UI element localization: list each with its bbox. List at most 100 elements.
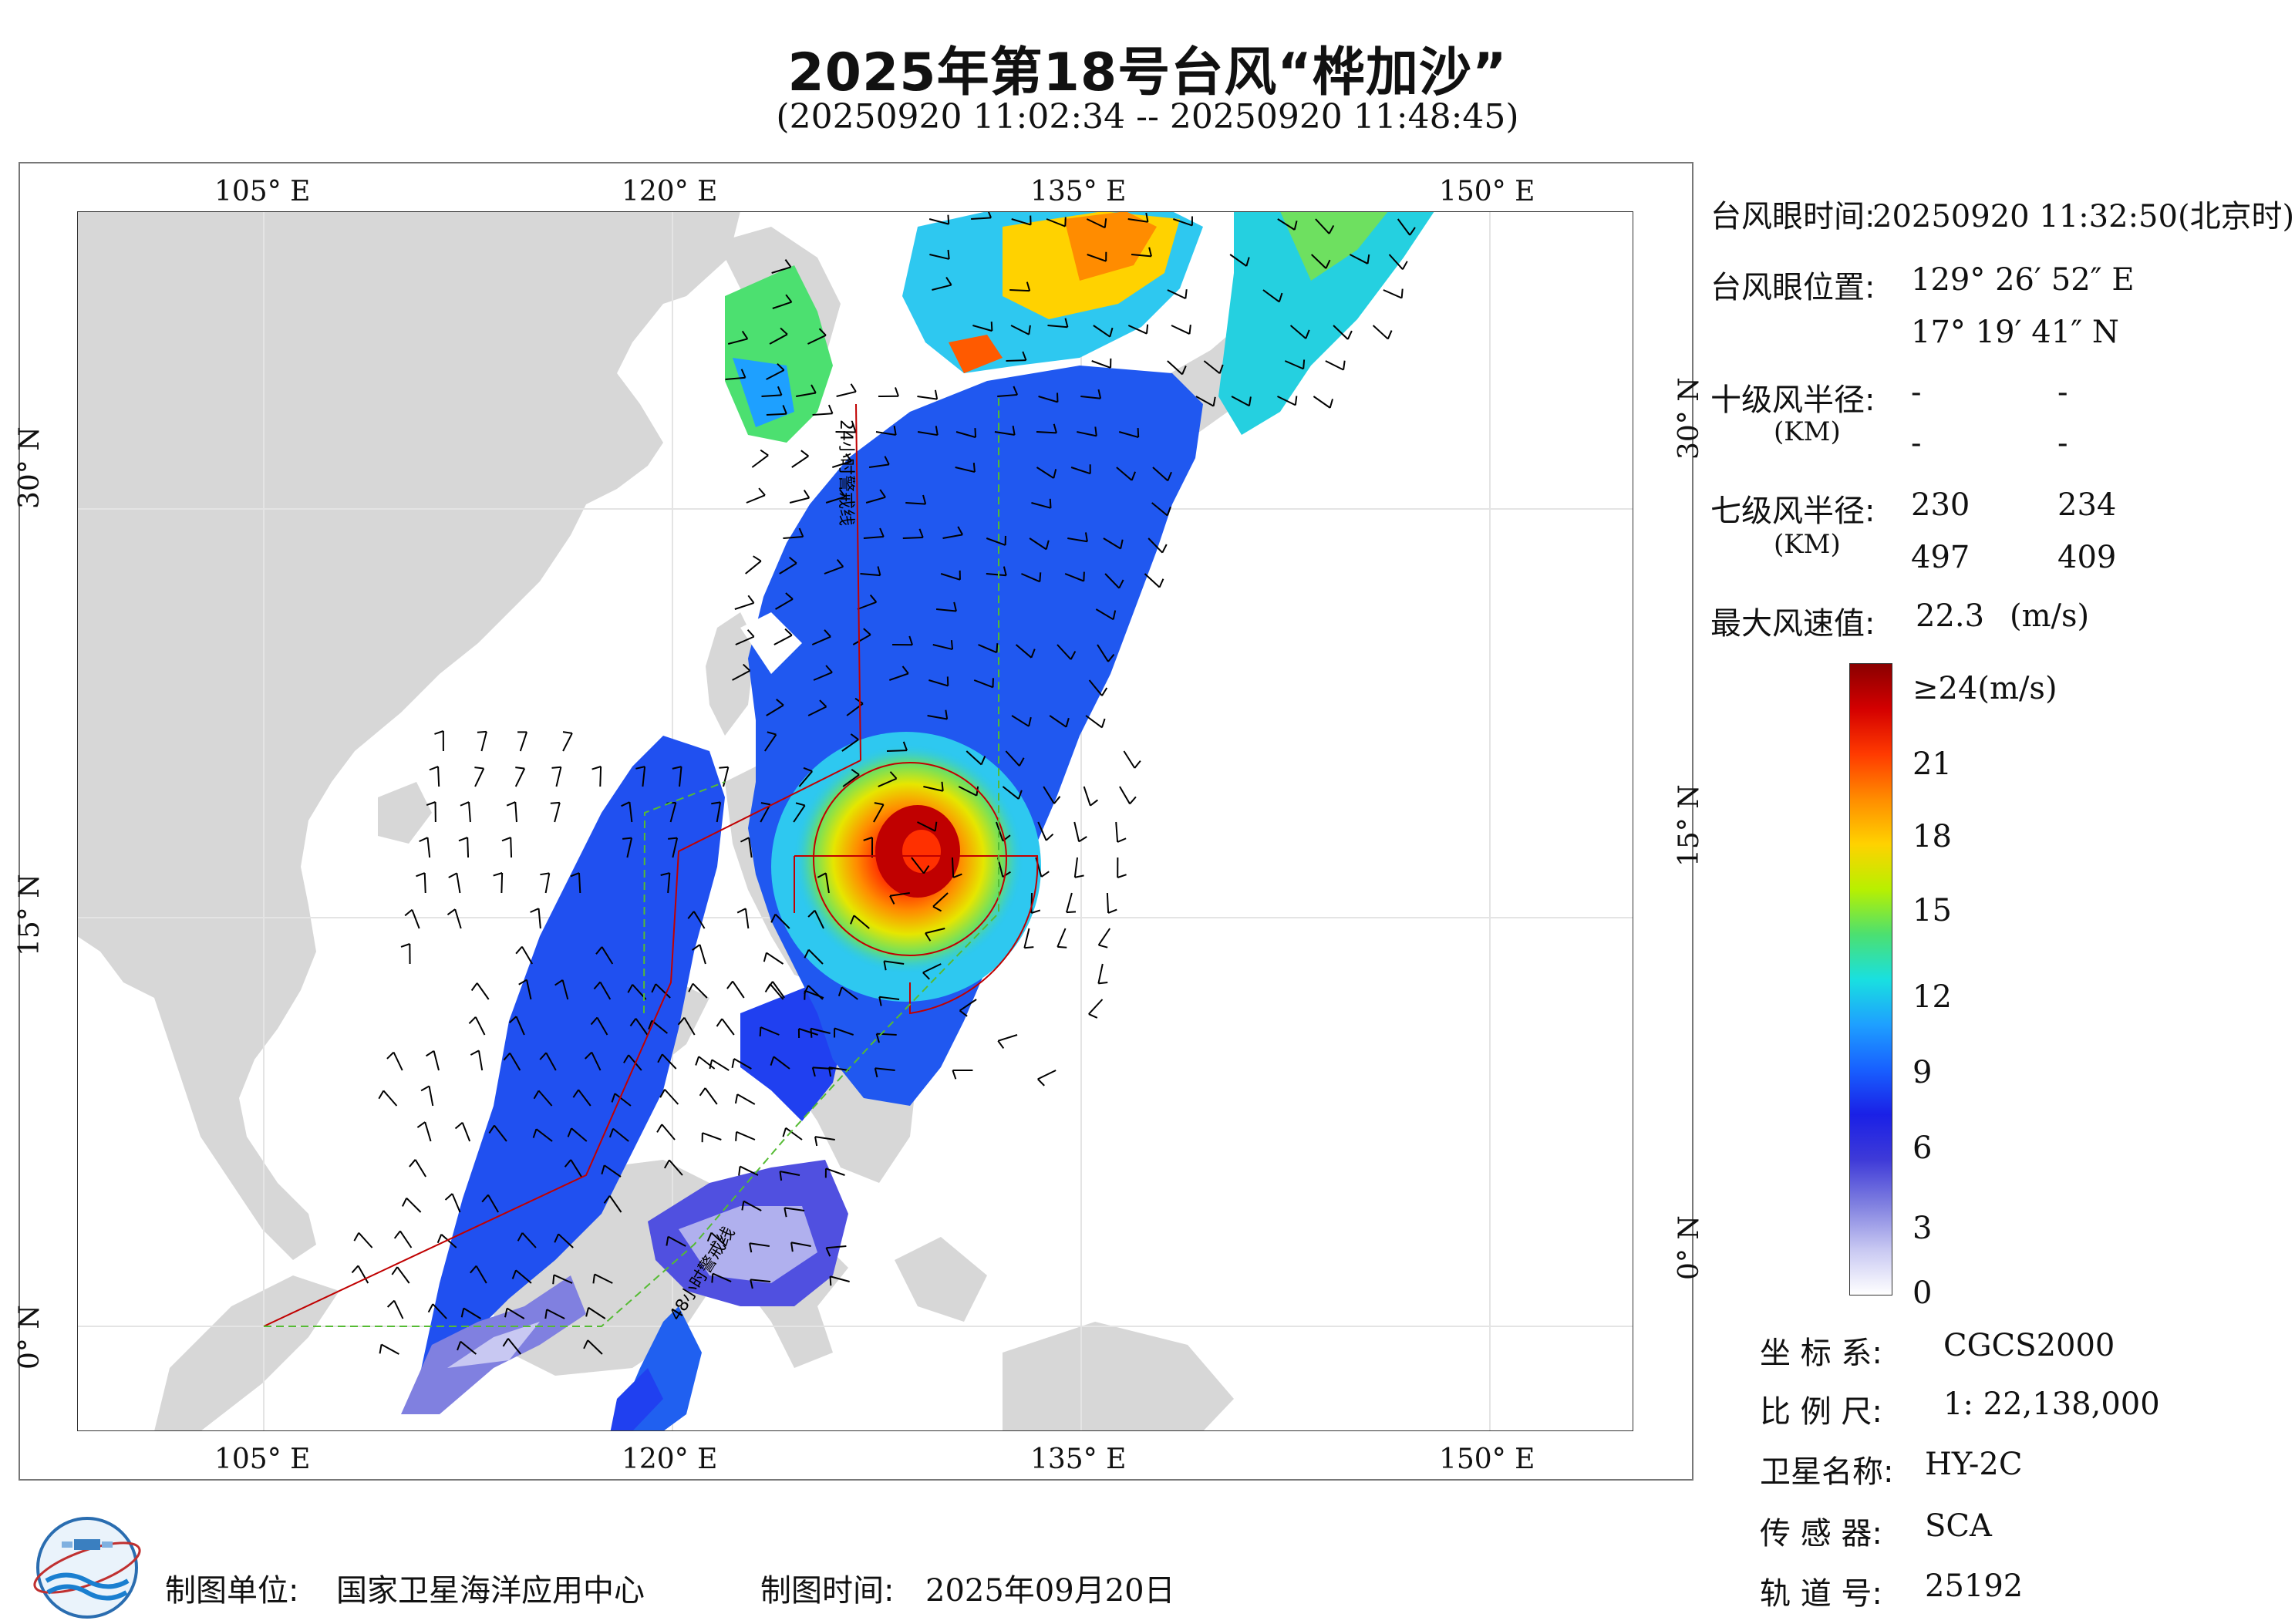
wind-barb-flag-174 — [719, 767, 728, 768]
eye-time-value: 20250920 11:32:50(北京时) — [1872, 191, 2294, 236]
wind-barb-flag-7 — [551, 767, 561, 768]
wind-barb-flag-109 — [974, 463, 975, 472]
label-24h-line: 24小时警戒线 — [836, 419, 855, 526]
lon-label-bottom-105: 105° E — [214, 1444, 310, 1475]
wind-barb-251 — [1009, 290, 1030, 291]
scale-value: 1: 22,138,000 — [1943, 1386, 2160, 1422]
wind-barb-flag-257 — [1147, 325, 1148, 334]
wind-barb-24 — [501, 873, 502, 893]
colorbar-label-18: 18 — [1912, 819, 1952, 854]
wind-barb-206 — [1107, 893, 1108, 913]
date-value: 2025年09月20日 — [925, 1565, 1175, 1610]
wind-barb-flag-270 — [1402, 289, 1403, 298]
max-wind-unit: (m/s) — [2010, 598, 2089, 634]
r7-value-1: 230 — [1911, 487, 1970, 523]
r7-value-4: 409 — [2057, 540, 2116, 575]
satellite-label: 卫星名称: — [1760, 1447, 1893, 1491]
wind-barb-123 — [903, 537, 923, 538]
wind-speed-colorbar — [1849, 663, 1892, 1295]
wind-barb-flag-230 — [760, 1027, 761, 1036]
lon-label-top-120: 120° E — [622, 176, 717, 207]
wind-barb-flag-243 — [1065, 217, 1066, 227]
wind-barb-flag-104 — [1138, 428, 1139, 437]
colorbar-label-15: 15 — [1912, 893, 1952, 928]
lat-label-left-15: 15° N — [14, 848, 45, 956]
orbit-value: 25192 — [1925, 1568, 2023, 1604]
wind-barb-18 — [467, 837, 468, 857]
eye-lat: 17° 19′ 41″ N — [1911, 315, 2119, 350]
colorbar-label-9: 9 — [1912, 1055, 1932, 1090]
wind-barb-flag-20 — [622, 838, 632, 839]
lon-label-top-105: 105° E — [214, 176, 310, 207]
lon-label-top-150: 150° E — [1439, 176, 1535, 207]
lon-label-top-135: 135° E — [1030, 176, 1126, 207]
wind-barb-flag-275 — [1303, 359, 1304, 369]
sensor-value: SCA — [1925, 1508, 1992, 1544]
crs-label: 坐 标 系: — [1760, 1328, 1882, 1373]
wind-barb-flag-205 — [1067, 911, 1076, 912]
wind-barb-flag-137 — [1083, 572, 1084, 581]
wind-barb-flag-77 — [553, 1275, 554, 1284]
wind-barb-288 — [767, 414, 787, 415]
wind-barb-flag-252 — [1185, 289, 1186, 298]
wind-barb-26 — [579, 873, 580, 893]
wind-barb-flag-14 — [551, 803, 560, 804]
colorbar-label-21: 21 — [1912, 746, 1952, 782]
lon-label-bottom-120: 120° E — [622, 1444, 717, 1475]
max-wind-label: 最大风速值: — [1710, 598, 1875, 643]
r10-value-3: - — [1911, 426, 1922, 461]
lat-label-right-0: 0° N — [1673, 1172, 1705, 1280]
wind-barb-flag-100 — [975, 428, 976, 437]
colorbar-label-0: 0 — [1912, 1275, 1932, 1311]
sensor-label: 传 感 器: — [1760, 1508, 1882, 1553]
wind-barb-8 — [600, 767, 601, 787]
r7-value-3: 497 — [1911, 540, 1970, 575]
lat-label-left-0: 0° N — [14, 1262, 45, 1370]
eye-lon: 129° 26′ 52″ E — [1911, 262, 2135, 298]
colorbar-label-24: ≥24(m/s) — [1912, 671, 2057, 706]
wind-barb-flag-214 — [1057, 947, 1067, 948]
scale-label: 比 例 尺: — [1760, 1386, 1882, 1431]
wind-barb-flag-5 — [474, 767, 484, 768]
colorbar-label-6: 6 — [1912, 1130, 1932, 1166]
eye-position-label: 台风眼位置: — [1710, 262, 1875, 307]
wind-barb-flag-151 — [996, 643, 997, 652]
lat-label-left-30: 30° N — [14, 401, 45, 509]
lat-label-right-15: 15° N — [1673, 759, 1705, 867]
lon-label-bottom-135: 135° E — [1030, 1444, 1126, 1475]
r10-value-1: - — [1911, 375, 1922, 410]
wind-barb-flag-240 — [948, 215, 949, 224]
map-time-range: (20250920 11:02:34 -- 20250920 11:48:45) — [0, 97, 2295, 136]
wind-barb-196 — [952, 857, 953, 878]
crs-value: CGCS2000 — [1943, 1328, 2115, 1363]
nsoas-logo — [31, 1511, 143, 1624]
wind-barb-flag-244 — [1105, 218, 1106, 227]
r10-unit: (KM) — [1774, 416, 1841, 447]
wind-barb-flag-119 — [1050, 499, 1051, 508]
date-label: 制图时间: — [760, 1565, 894, 1610]
producer-value: 国家卫星海洋应用中心 — [336, 1565, 645, 1610]
wind-barb-170 — [887, 750, 907, 751]
colorbar-label-12: 12 — [1912, 979, 1952, 1015]
orbit-label: 轨 道 号: — [1760, 1568, 1882, 1613]
lon-label-bottom-150: 150° E — [1439, 1444, 1535, 1475]
wind-barb-flag-296 — [810, 1029, 811, 1038]
wind-barb-4 — [438, 767, 439, 787]
wind-barb-259 — [1006, 360, 1026, 361]
max-wind-value: 22.3 — [1916, 598, 1984, 634]
r7-value-2: 234 — [2057, 487, 2116, 523]
wind-barb-flag-221 — [1098, 982, 1107, 983]
wind-map[interactable]: 24小时警戒线 48小时警戒线 — [77, 211, 1633, 1431]
map-title: 2025年第18号台风“桦加沙” — [0, 29, 2295, 106]
r7-label: 七级风半径: — [1710, 486, 1875, 531]
wind-barb-flag-21 — [668, 838, 677, 839]
r10-value-2: - — [2057, 375, 2068, 410]
producer-label: 制图单位: — [165, 1565, 298, 1610]
r10-value-4: - — [2057, 426, 2068, 461]
r10-label: 十级风半径: — [1710, 375, 1875, 419]
wind-barb-22 — [425, 873, 426, 893]
r7-unit: (KM) — [1774, 529, 1841, 560]
wind-barb-flag-213 — [1024, 947, 1033, 948]
colorbar-label-3: 3 — [1912, 1211, 1932, 1246]
wind-barb-102 — [1036, 432, 1057, 433]
